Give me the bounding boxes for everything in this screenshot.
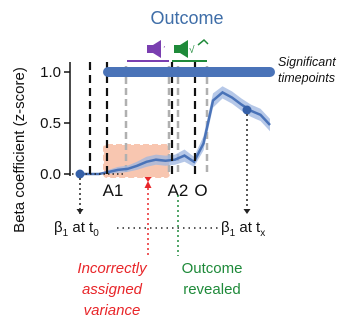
red-arrow-tip <box>144 181 152 188</box>
y-tick-label: 0.5 <box>40 115 61 132</box>
green-annotation-line1: Outcome <box>182 260 243 277</box>
red-annotation-line1: Incorrectly <box>77 260 148 277</box>
svg-text:√: √ <box>189 44 195 56</box>
svg-text:': ' <box>163 45 165 54</box>
significant-label-line2: timepoints <box>278 71 335 85</box>
point-tx <box>242 105 252 115</box>
checkmark-icon <box>197 38 209 46</box>
svg-text:β1 at t0: β1 at t0 <box>54 219 99 239</box>
red-annotation-line3: variance <box>84 302 141 319</box>
y-tick-label: 1.0 <box>40 64 61 81</box>
chart-title: Outcome <box>150 8 223 28</box>
red-annotation-line2: assigned <box>82 281 143 298</box>
y-tick-label: 0.0 <box>40 166 61 183</box>
significant-label-line1: Significant <box>278 55 336 69</box>
tx-arrow-head <box>243 209 251 214</box>
svg-text:β1 at tx: β1 at tx <box>221 219 265 239</box>
beta-tx-label: β1 at tx <box>221 219 265 239</box>
purple-speaker-icon: ' <box>147 40 165 58</box>
t0-arrow-head <box>76 209 84 214</box>
green-speaker-icon: √ <box>174 40 195 58</box>
event-label-a2: A2 <box>168 181 189 200</box>
event-label-o: O <box>194 181 207 200</box>
point-t0 <box>75 169 85 179</box>
beta-t0-label: β1 at t0 <box>54 219 99 239</box>
event-label-a1: A1 <box>103 181 124 200</box>
y-axis-label: Beta coefficient (z-score) <box>11 67 28 233</box>
series-line <box>80 90 271 176</box>
red-arrow-head <box>144 177 152 182</box>
green-annotation-line2: revealed <box>183 281 241 298</box>
ci-band <box>80 86 270 174</box>
